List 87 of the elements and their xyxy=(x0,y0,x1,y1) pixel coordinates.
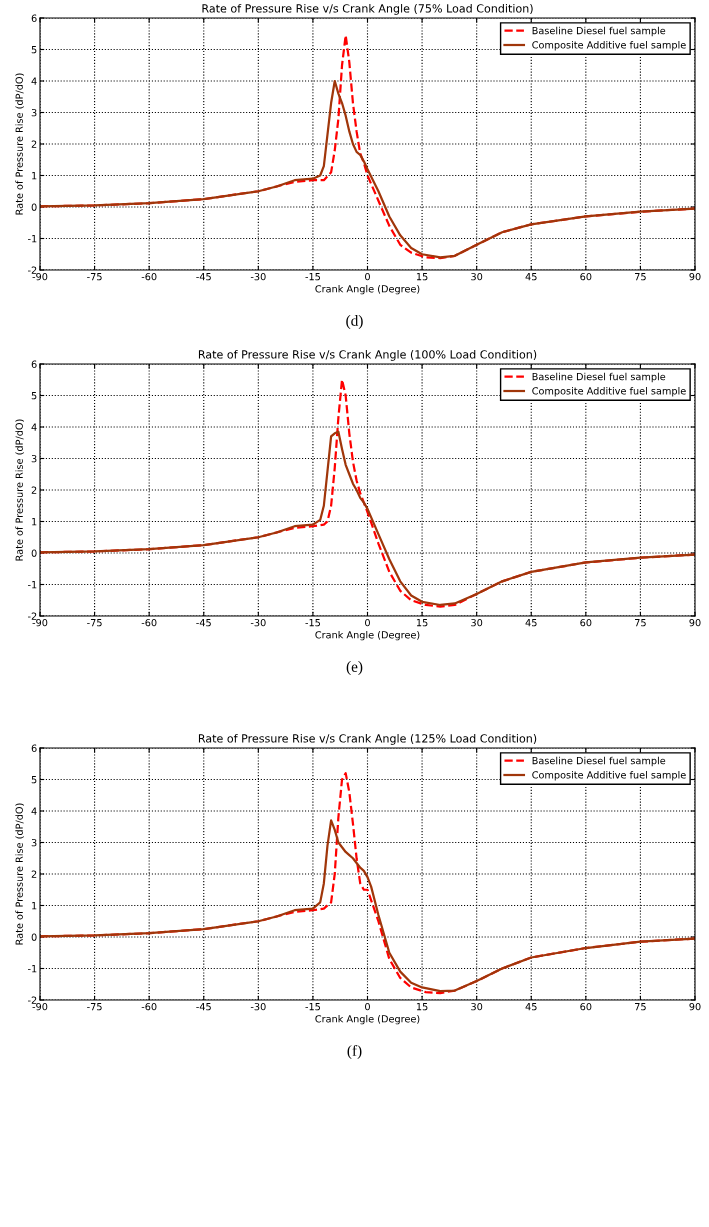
y-tick-label: 6 xyxy=(31,744,37,752)
y-tick-label: 1 xyxy=(32,902,37,910)
legend-label: Baseline Diesel fuel sample xyxy=(532,372,666,383)
x-tick-label: 75 xyxy=(635,273,646,281)
y-tick-label: 6 xyxy=(31,14,37,22)
x-tick-label: -60 xyxy=(141,272,157,281)
x-tick-label: -75 xyxy=(87,1003,102,1011)
legend-label: Composite Additive fuel sample xyxy=(532,41,686,51)
x-tick-label: 45 xyxy=(525,619,537,627)
y-tick-label: -1 xyxy=(28,235,37,243)
x-tick-label: 75 xyxy=(635,1003,646,1011)
y-tick-label: -2 xyxy=(28,996,37,1004)
y-tick-label: 4 xyxy=(31,423,37,431)
x-tick-label: -75 xyxy=(87,619,102,627)
chart-title: Rate of Pressure Rise v/s Crank Angle (100% Load Condition) xyxy=(198,350,537,361)
x-tick-label: 0 xyxy=(365,272,370,281)
x-tick-label: 15 xyxy=(416,1003,428,1011)
line-series xyxy=(40,819,695,993)
x-tick-label: 30 xyxy=(471,618,483,627)
y-tick-label: 3 xyxy=(31,108,37,117)
x-tick-label: -90 xyxy=(32,272,48,281)
legend-label: Baseline Diesel fuel sample xyxy=(532,756,666,767)
y-tick-label: 2 xyxy=(31,140,37,148)
x-tick-label: -60 xyxy=(141,1002,157,1011)
x-tick-label: -30 xyxy=(250,1002,266,1011)
x-tick-label: 75 xyxy=(635,619,646,627)
y-axis-title: Rate of Pressure Rise (dP/dO) xyxy=(15,419,25,561)
y-tick-label: 0 xyxy=(31,549,37,557)
x-tick-label: 45 xyxy=(525,1003,537,1011)
x-tick-label: -75 xyxy=(87,273,102,281)
text: (e) xyxy=(346,661,363,675)
y-tick-label: 5 xyxy=(31,46,37,54)
x-tick-label: 45 xyxy=(525,273,537,281)
x-tick-label: -45 xyxy=(196,619,211,627)
y-axis-title: Rate of Pressure Rise (dP/dO) xyxy=(15,73,25,215)
line-series xyxy=(40,430,695,607)
x-tick-label: -30 xyxy=(250,618,266,627)
y-tick-label: 5 xyxy=(31,776,37,784)
y-tick-label: -2 xyxy=(28,266,37,274)
x-tick-label: -45 xyxy=(196,1003,211,1011)
x-tick-label: -15 xyxy=(305,619,321,627)
x-tick-label: 30 xyxy=(471,272,483,281)
x-tick-label: -90 xyxy=(32,1002,48,1011)
x-tick-label: -45 xyxy=(196,273,211,281)
x-tick-label: -15 xyxy=(305,1003,321,1011)
y-tick-label: 4 xyxy=(31,77,37,85)
x-tick-label: 90 xyxy=(689,618,701,627)
y-tick-label: 1 xyxy=(32,518,37,526)
x-tick-label: -15 xyxy=(305,273,321,281)
text: (f) xyxy=(347,1044,362,1060)
y-axis-title: Rate of Pressure Rise (dP/dO) xyxy=(15,803,25,945)
x-tick-label: 15 xyxy=(416,273,428,281)
x-axis-title: Crank Angle (Degree) xyxy=(315,1014,420,1025)
text: (d) xyxy=(346,315,363,329)
y-tick-label: 3 xyxy=(31,454,37,463)
legend-label: Composite Additive fuel sample xyxy=(532,387,686,397)
x-tick-label: 0 xyxy=(365,1002,370,1011)
y-tick-label: -1 xyxy=(28,581,37,589)
x-tick-label: 0 xyxy=(365,618,370,627)
y-tick-label: 0 xyxy=(31,933,37,941)
x-tick-label: 60 xyxy=(580,618,592,627)
chart-title: Rate of Pressure Rise v/s Crank Angle (125% Load Condition) xyxy=(198,734,537,745)
x-tick-label: 60 xyxy=(580,272,592,281)
x-tick-label: 30 xyxy=(471,1002,483,1011)
legend-label: Baseline Diesel fuel sample xyxy=(532,26,666,37)
y-tick-label: 0 xyxy=(31,203,37,211)
y-tick-label: 4 xyxy=(31,807,37,815)
y-tick-label: 1 xyxy=(32,172,37,180)
x-tick-label: -60 xyxy=(141,618,157,627)
x-axis-title: Crank Angle (Degree) xyxy=(315,284,420,295)
y-tick-label: 3 xyxy=(31,838,37,847)
y-tick-label: -2 xyxy=(28,612,37,620)
x-tick-label: 15 xyxy=(416,619,428,627)
y-tick-label: 2 xyxy=(31,486,37,494)
line-series xyxy=(40,79,695,259)
x-tick-label: 90 xyxy=(689,1002,701,1011)
x-tick-label: 90 xyxy=(689,272,701,281)
y-tick-label: 6 xyxy=(31,360,37,368)
chart-title: Rate of Pressure Rise v/s Crank Angle (75% Load Condition) xyxy=(202,4,533,15)
x-axis-title: Crank Angle (Degree) xyxy=(315,630,420,641)
y-tick-label: 2 xyxy=(31,870,37,878)
x-tick-label: -90 xyxy=(32,618,48,627)
x-tick-label: -30 xyxy=(250,272,266,281)
y-tick-label: -1 xyxy=(28,965,37,973)
y-tick-label: 5 xyxy=(31,392,37,400)
x-tick-label: 60 xyxy=(580,1002,592,1011)
legend-label: Composite Additive fuel sample xyxy=(532,771,686,781)
